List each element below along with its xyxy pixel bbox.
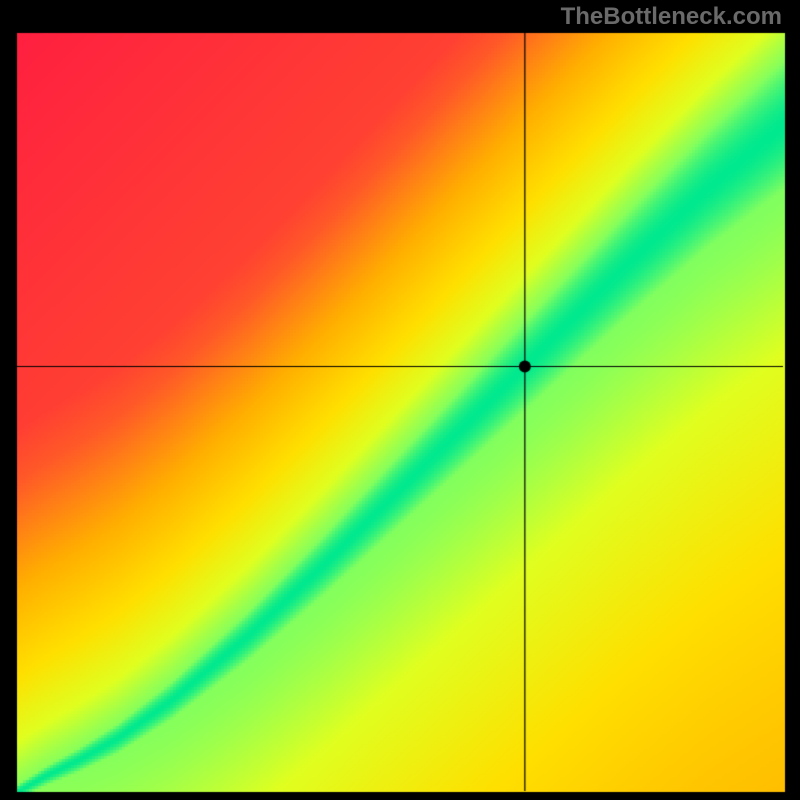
chart-container: TheBottleneck.com: [0, 0, 800, 800]
bottleneck-heatmap: [0, 0, 800, 800]
watermark-text: TheBottleneck.com: [561, 3, 782, 31]
